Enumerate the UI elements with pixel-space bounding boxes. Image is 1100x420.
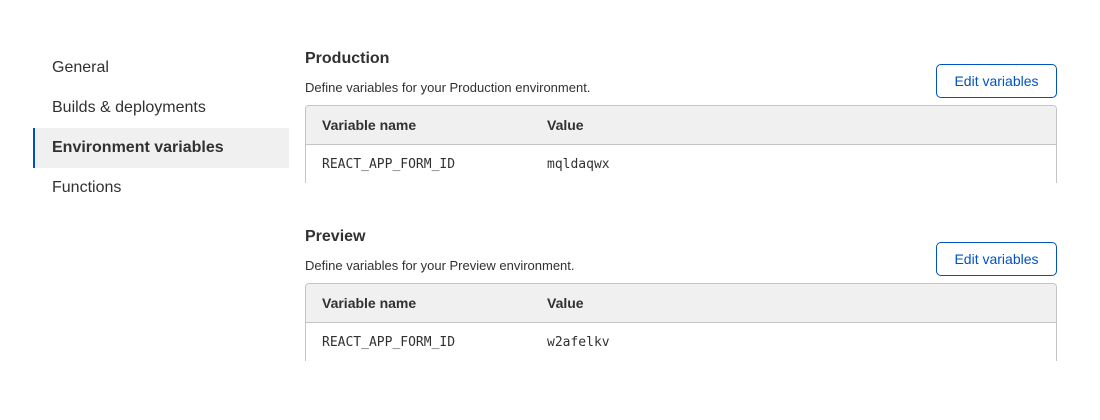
table-row: REACT_APP_FORM_ID mqldaqwx: [306, 145, 1056, 183]
column-header-name: Variable name: [322, 117, 417, 133]
sidebar-item-builds-deployments[interactable]: Builds & deployments: [52, 99, 206, 116]
table-row: REACT_APP_FORM_ID w2afelkv: [306, 323, 1056, 361]
preview-section: Preview Define variables for your Previe…: [305, 227, 1057, 361]
column-header-value: Value: [547, 295, 584, 311]
section-title: Production: [305, 50, 390, 67]
section-description: Define variables for your Production env…: [305, 80, 591, 95]
sidebar-item-functions[interactable]: Functions: [52, 179, 122, 196]
column-header-value: Value: [547, 117, 584, 133]
production-section: Production Define variables for your Pro…: [305, 49, 1057, 183]
variable-value: w2afelkv: [547, 334, 610, 350]
variable-value: mqldaqwx: [547, 156, 610, 172]
sidebar-item-general[interactable]: General: [52, 59, 109, 76]
edit-preview-variables-button[interactable]: Edit variables: [936, 242, 1057, 276]
table-header: Variable name Value: [306, 284, 1056, 323]
variables-table: Variable name Value REACT_APP_FORM_ID mq…: [305, 105, 1057, 183]
section-title: Preview: [305, 228, 366, 245]
settings-sidebar: General Builds & deployments Environment…: [33, 48, 289, 208]
column-header-name: Variable name: [322, 295, 417, 311]
sidebar-item-environment-variables[interactable]: Environment variables: [33, 128, 289, 168]
variable-name: REACT_APP_FORM_ID: [322, 156, 456, 172]
edit-production-variables-button[interactable]: Edit variables: [936, 64, 1057, 98]
table-header: Variable name Value: [306, 106, 1056, 145]
section-description: Define variables for your Preview enviro…: [305, 258, 575, 273]
variables-table: Variable name Value REACT_APP_FORM_ID w2…: [305, 283, 1057, 361]
variable-name: REACT_APP_FORM_ID: [322, 334, 456, 350]
